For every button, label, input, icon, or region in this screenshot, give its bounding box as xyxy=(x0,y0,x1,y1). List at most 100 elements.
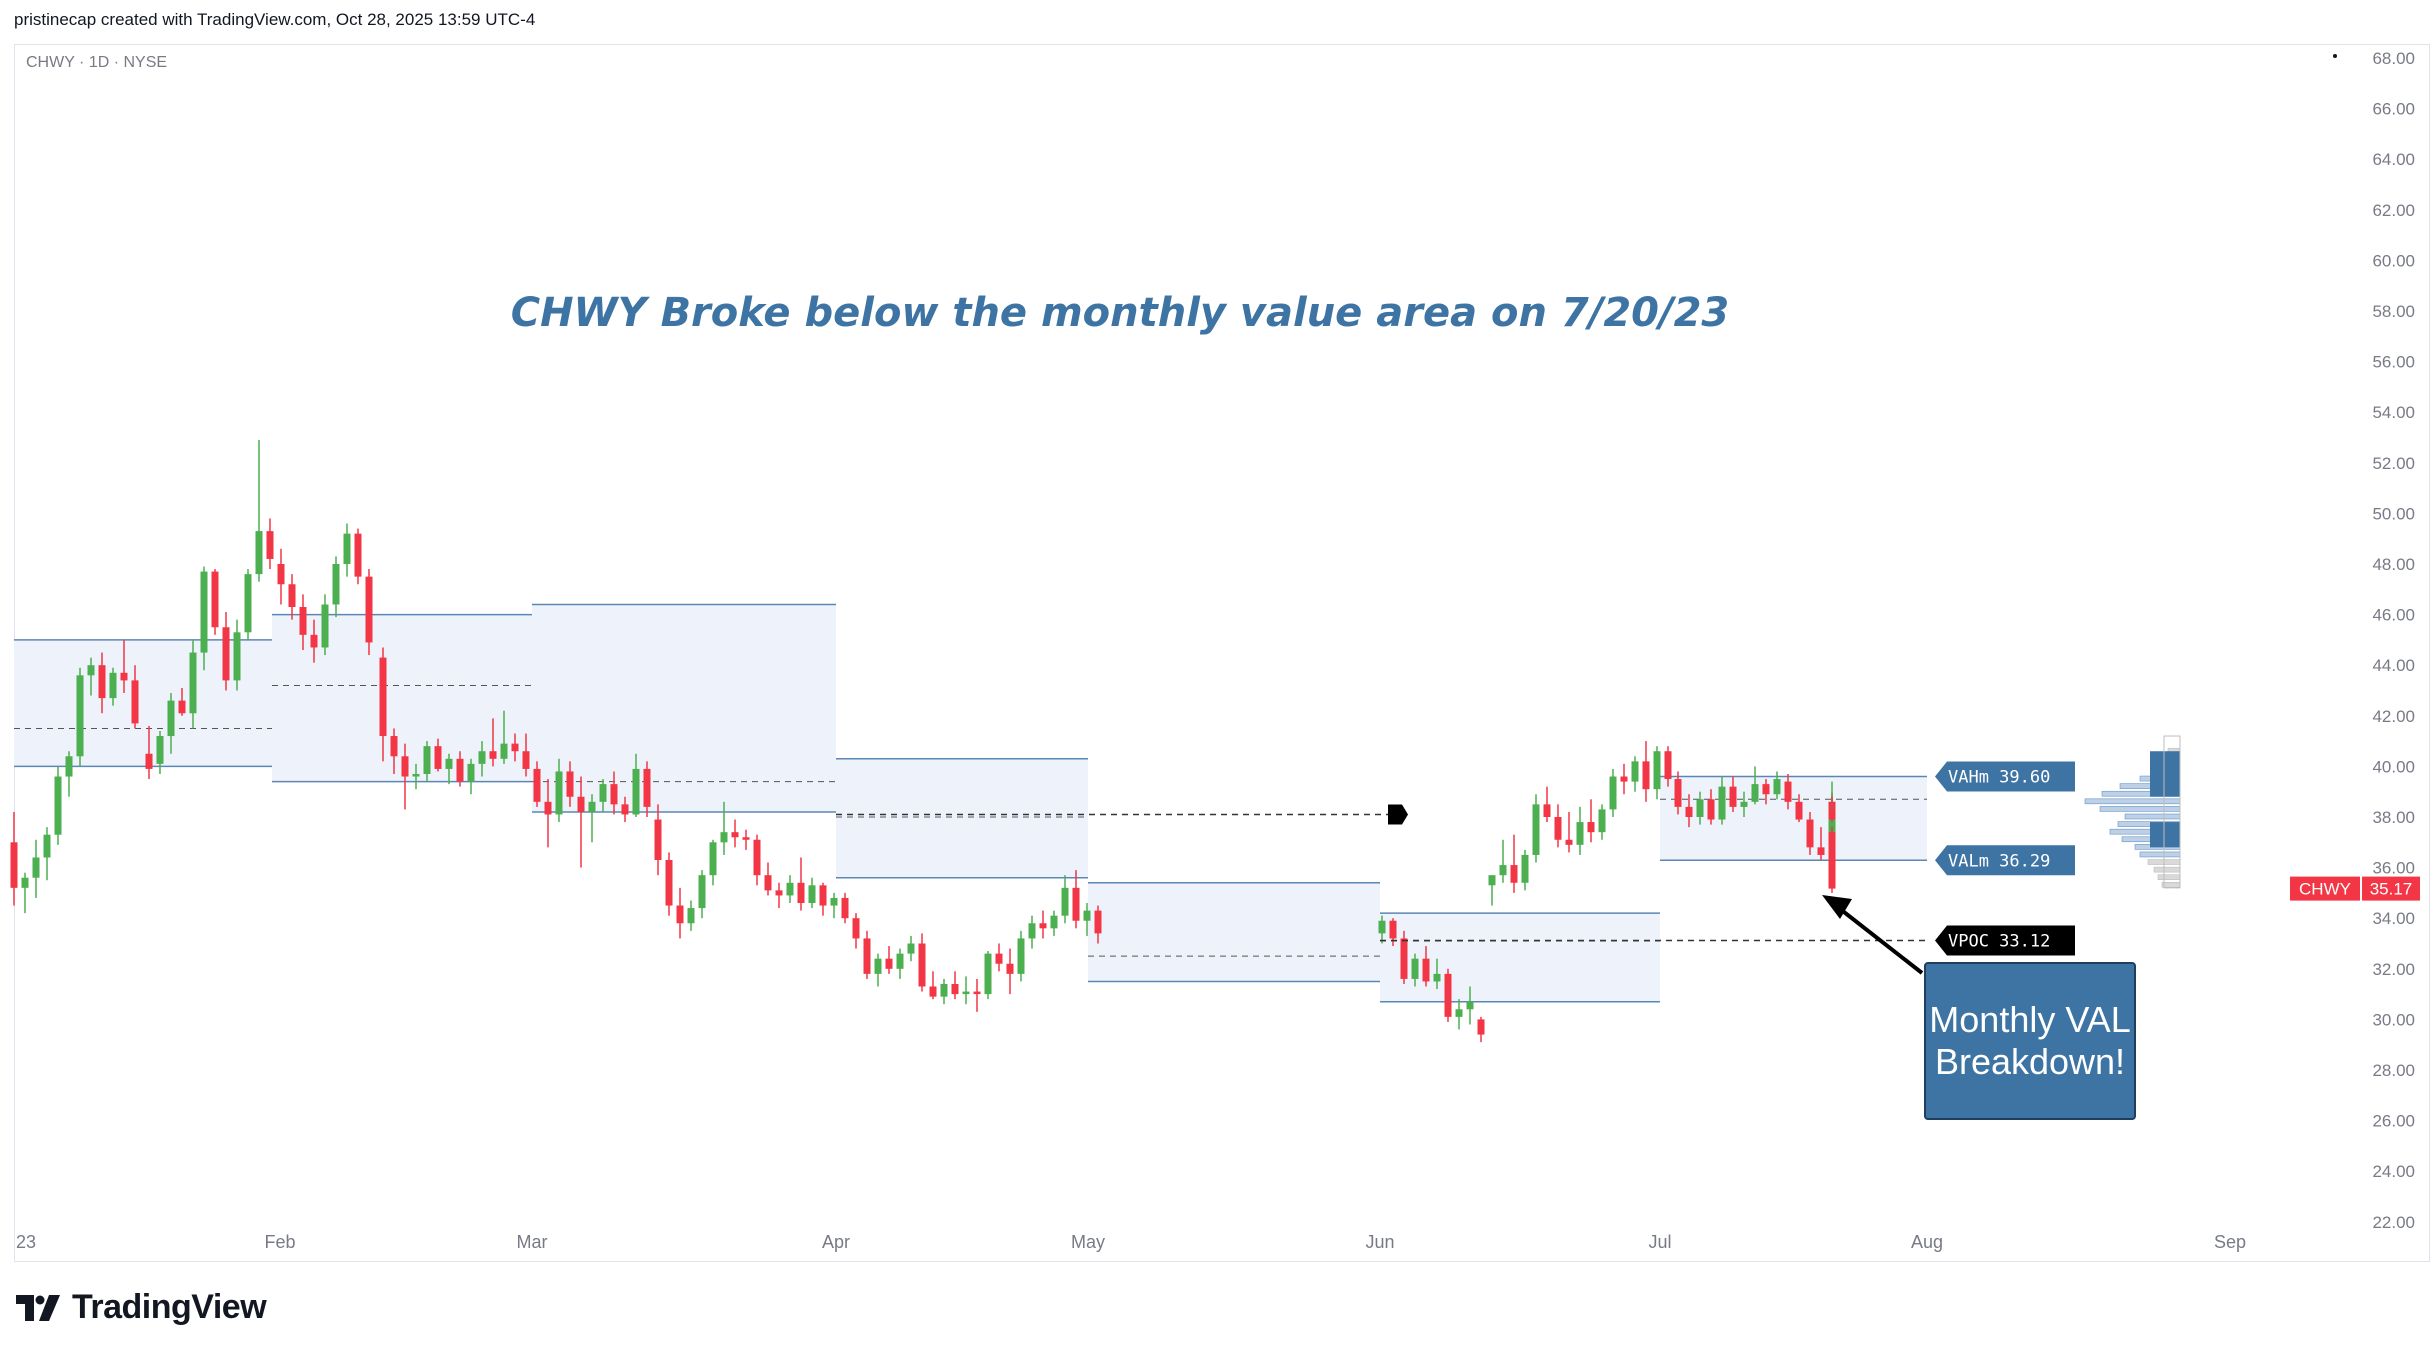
volume-bar xyxy=(2099,806,2181,812)
volume-core xyxy=(2150,751,2180,797)
candle-body xyxy=(76,675,84,757)
value-area-feb xyxy=(272,613,532,783)
chart-title: CHWY Broke below the monthly value area … xyxy=(511,290,1730,336)
candle-body xyxy=(1094,910,1102,934)
candle xyxy=(255,440,263,582)
candle xyxy=(277,548,285,605)
candle-body xyxy=(1466,1001,1474,1010)
candle xyxy=(863,930,871,979)
candle xyxy=(1817,827,1825,861)
candle-body xyxy=(1828,811,1836,820)
poc-marker-icon xyxy=(1388,804,1408,825)
candle xyxy=(343,523,351,577)
candle-body xyxy=(32,857,40,878)
candle xyxy=(1642,741,1650,802)
callout-box xyxy=(1924,962,2136,1120)
candle-body xyxy=(412,773,420,777)
y-tick-label: 68.00 xyxy=(2372,49,2415,68)
candle-body xyxy=(1664,751,1672,780)
candle xyxy=(951,971,959,1000)
candle-body xyxy=(156,736,164,764)
candle xyxy=(354,528,362,585)
y-tick-label: 66.00 xyxy=(2372,100,2415,119)
candle-body xyxy=(1050,915,1058,929)
candle-body xyxy=(343,533,351,564)
candle xyxy=(522,733,530,777)
candle-body xyxy=(544,801,552,815)
candle-body xyxy=(885,958,893,969)
candle-body xyxy=(1828,832,1836,889)
candle xyxy=(1061,875,1069,924)
candle-body xyxy=(731,832,739,838)
x-tick-label: Jul xyxy=(1648,1232,1671,1252)
candle-body xyxy=(288,584,296,608)
level-lines xyxy=(836,804,1930,942)
candles xyxy=(10,440,1836,1043)
candle xyxy=(76,667,84,767)
candle xyxy=(1411,953,1419,987)
candle xyxy=(379,647,387,762)
candle-body xyxy=(434,746,442,769)
candle xyxy=(43,827,51,881)
candle xyxy=(156,730,164,774)
candle-body xyxy=(255,531,263,575)
arrow-head xyxy=(1822,895,1852,919)
symbol-line: CHWY · 1D · NYSE xyxy=(26,54,168,71)
candle-body xyxy=(687,908,695,924)
candle xyxy=(1631,756,1639,792)
candle-body xyxy=(1411,958,1419,979)
candle-body xyxy=(1061,887,1069,916)
candle xyxy=(720,801,728,855)
candle xyxy=(1587,799,1595,843)
candle-body xyxy=(131,680,139,724)
candle xyxy=(1664,746,1672,787)
candle-body xyxy=(1532,804,1540,855)
candle-body xyxy=(863,938,871,974)
menu-dot-icon[interactable] xyxy=(2333,54,2337,58)
candle xyxy=(841,892,849,924)
y-tick-label: 40.00 xyxy=(2372,757,2415,776)
candle-body xyxy=(299,607,307,635)
candle xyxy=(299,594,307,651)
volume-bar xyxy=(2139,851,2181,858)
candle xyxy=(489,718,497,767)
candle xyxy=(544,779,552,848)
candle-body xyxy=(940,983,948,997)
candle xyxy=(1609,768,1617,817)
y-axis: 68.00 66.00 64.00 62.00 60.00 58.00 56.00 54.00… xyxy=(2290,49,2420,1232)
candle xyxy=(478,741,486,777)
candle-body xyxy=(676,905,684,924)
candle xyxy=(10,811,18,906)
candle xyxy=(21,872,29,914)
candle-body xyxy=(1729,786,1737,807)
candle-body xyxy=(962,991,970,995)
candle-body xyxy=(1499,865,1507,876)
candle xyxy=(753,834,761,886)
candle xyxy=(742,829,750,850)
candle-body xyxy=(1039,923,1047,929)
value-area-jan xyxy=(14,639,272,768)
y-tick-label: 60.00 xyxy=(2372,251,2415,270)
value-area-mar xyxy=(532,603,836,813)
candle xyxy=(1653,746,1661,800)
candle xyxy=(533,761,541,807)
candle xyxy=(1751,766,1759,805)
vpoc-label: VPOC 33.12 xyxy=(1935,925,2075,956)
tradingview-logo[interactable]: TradingView xyxy=(16,1288,267,1327)
value-area-jun xyxy=(1380,912,1660,1003)
candle xyxy=(830,892,838,919)
candle xyxy=(1729,776,1737,812)
candle xyxy=(1828,827,1836,893)
tradingview-logo-text: TradingView xyxy=(72,1288,267,1326)
candle xyxy=(167,693,175,754)
candle-body xyxy=(1751,784,1759,802)
candle-body xyxy=(189,652,197,714)
candle-body xyxy=(621,804,629,815)
x-tick-label: May xyxy=(1071,1232,1105,1252)
val-label: VALm 36.29 xyxy=(1935,845,2075,876)
val-label-box xyxy=(1935,845,2075,876)
candle xyxy=(1422,946,1430,987)
candle xyxy=(577,776,585,868)
